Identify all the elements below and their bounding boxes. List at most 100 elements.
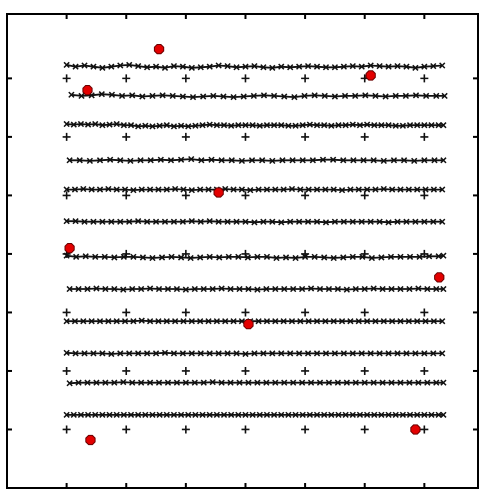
x-marker [255,318,262,325]
x-marker [185,123,192,130]
x-marker [120,286,127,293]
x-marker [84,411,92,418]
x-marker [108,91,116,98]
x-marker [292,254,299,262]
plus-marker [360,132,369,141]
x-marker [63,218,70,225]
x-marker [356,411,364,418]
x-marker [388,379,395,386]
x-marker [273,254,280,262]
x-marker [290,285,297,293]
x-marker [146,285,154,292]
x-marker [81,218,88,225]
x-marker [263,186,271,193]
x-marker [272,186,279,193]
x-marker [322,64,330,71]
x-marker [430,350,437,357]
plus-marker [122,425,131,434]
x-marker [371,411,378,418]
x-marker [129,285,136,293]
x-marker [412,92,420,99]
x-marker [360,157,367,164]
x-marker [63,61,70,69]
x-marker [290,379,297,386]
x-marker [126,61,133,69]
x-marker [355,318,362,325]
x-marker [177,411,185,418]
x-marker [379,379,386,386]
x-marker [397,318,404,325]
x-marker [362,92,369,99]
x-marker [340,350,347,357]
x-marker [421,63,428,70]
x-marker [256,411,263,418]
x-marker [287,64,294,71]
x-marker [397,285,404,293]
x-marker [389,318,396,325]
x-marker [422,186,429,193]
x-marker [238,186,246,193]
x-marker [304,350,312,357]
x-marker [430,186,438,193]
x-marker [75,285,82,293]
x-marker [88,186,95,193]
x-marker [233,64,240,71]
x-marker [269,157,276,165]
x-marker [80,185,87,193]
highlight-points [64,44,445,446]
x-marker [356,122,364,129]
x-marker [149,411,156,418]
x-marker [414,186,421,193]
x-marker [105,185,112,193]
x-marker [435,253,442,260]
x-marker [90,218,97,225]
x-marker [187,254,194,262]
plus-marker [241,132,250,141]
x-marker [281,93,288,100]
x-marker [233,218,240,225]
x-marker [306,121,314,128]
x-marker [340,254,347,261]
x-marker [179,218,187,225]
x-marker [213,318,220,325]
x-marker [99,122,106,129]
x-marker [191,379,198,386]
x-marker [421,122,428,129]
plus-marker [241,308,250,317]
x-marker [414,122,421,129]
x-marker [149,254,156,262]
x-marker [149,123,156,130]
x-marker [321,254,328,261]
x-marker [78,92,85,100]
x-marker [129,92,136,99]
x-marker [163,411,170,418]
x-marker [230,93,237,101]
x-marker [245,285,252,293]
x-marker [285,411,292,418]
x-marker [180,318,187,325]
x-marker [152,218,160,225]
x-marker [80,318,87,325]
x-marker [215,218,222,225]
x-marker [285,122,292,129]
x-marker [254,253,261,260]
x-marker [288,185,296,193]
x-marker [251,219,258,226]
x-marker [250,92,257,100]
x-marker [335,411,342,418]
x-marker [137,157,144,164]
x-marker [260,64,267,71]
x-marker [313,318,321,325]
x-marker [372,92,379,100]
x-marker [249,122,256,129]
x-marker [278,350,285,357]
x-marker [155,285,163,293]
x-marker [117,62,124,69]
x-marker [192,411,199,418]
plus-marker [62,308,71,317]
x-marker [236,285,243,293]
x-marker [63,186,70,193]
plus-marker [122,74,131,83]
x-marker [163,318,170,325]
